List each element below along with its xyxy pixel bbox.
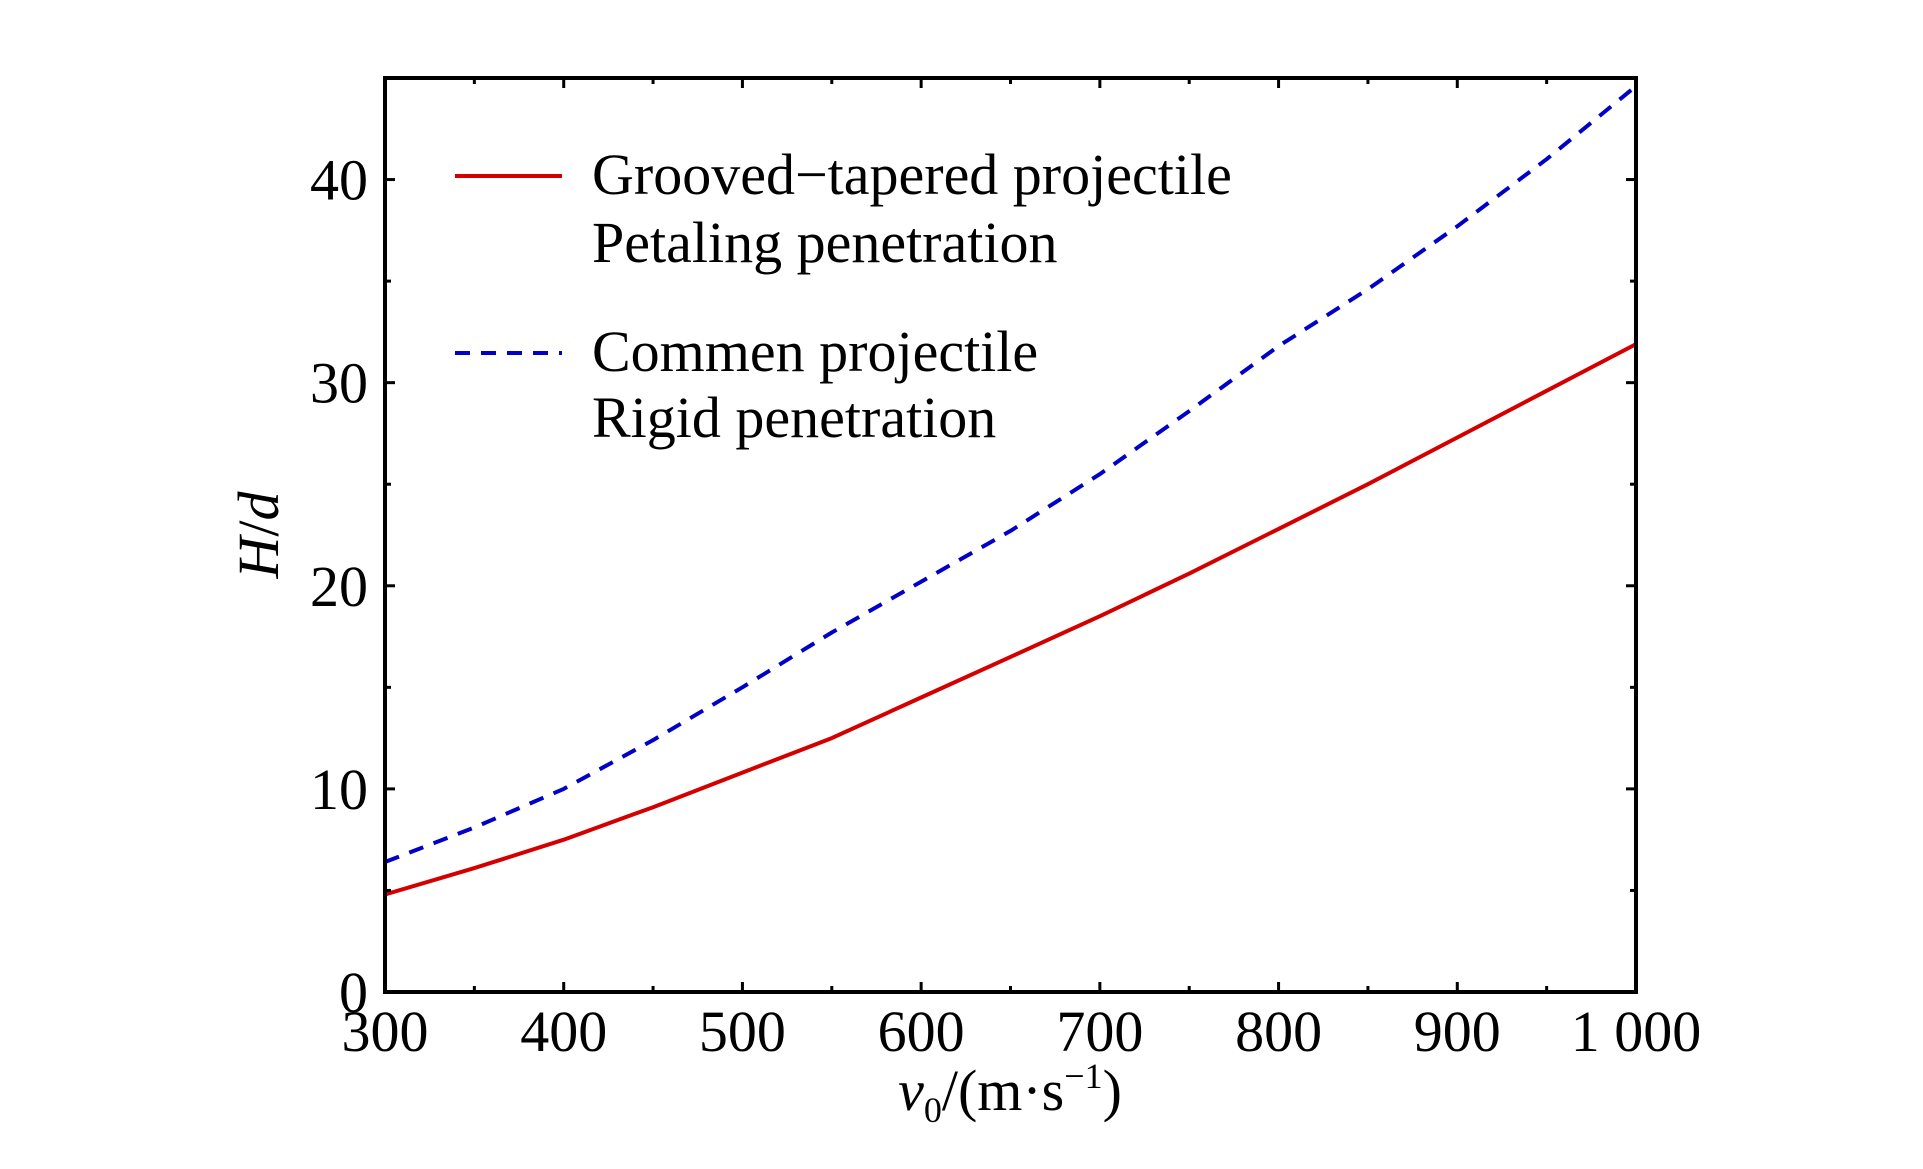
x-tick-label: 900 <box>1414 999 1501 1064</box>
legend-label-series-2: Commen projectile <box>592 319 1038 384</box>
y-tick-label: 0 <box>339 960 368 1025</box>
legend: Grooved−tapered projectile Petaling pene… <box>455 142 1232 450</box>
x-tick-label: 300 <box>342 999 429 1064</box>
series-line-2 <box>384 84 1638 864</box>
x-tick-label: 400 <box>520 999 607 1064</box>
tick-labels-layer: 300 400 500 600 700 800 900 1 000 0 10 20 30 40 <box>310 148 1701 1064</box>
y-tick-label: 10 <box>310 757 368 822</box>
x-tick-label: 600 <box>878 999 965 1064</box>
ticks-layer <box>383 76 1638 994</box>
x-tick-label: 1 000 <box>1571 999 1702 1064</box>
x-tick-label: 800 <box>1235 999 1322 1064</box>
y-axis-label: H/d <box>226 490 291 579</box>
x-tick-label: 500 <box>699 999 786 1064</box>
legend-label-series-1: Grooved−tapered projectile <box>592 142 1232 207</box>
series-line-1 <box>384 342 1637 897</box>
y-tick-label: 30 <box>310 351 368 416</box>
y-tick-label: 40 <box>310 148 368 213</box>
y-tick-label: 20 <box>310 554 368 619</box>
x-tick-label: 700 <box>1056 999 1143 1064</box>
legend-label-series-2-line2: Rigid penetration <box>592 385 996 450</box>
series-layer <box>384 84 1638 897</box>
legend-label-series-1-line2: Petaling penetration <box>592 210 1057 275</box>
x-axis-label: v0/(m·s−1) <box>898 1056 1122 1130</box>
